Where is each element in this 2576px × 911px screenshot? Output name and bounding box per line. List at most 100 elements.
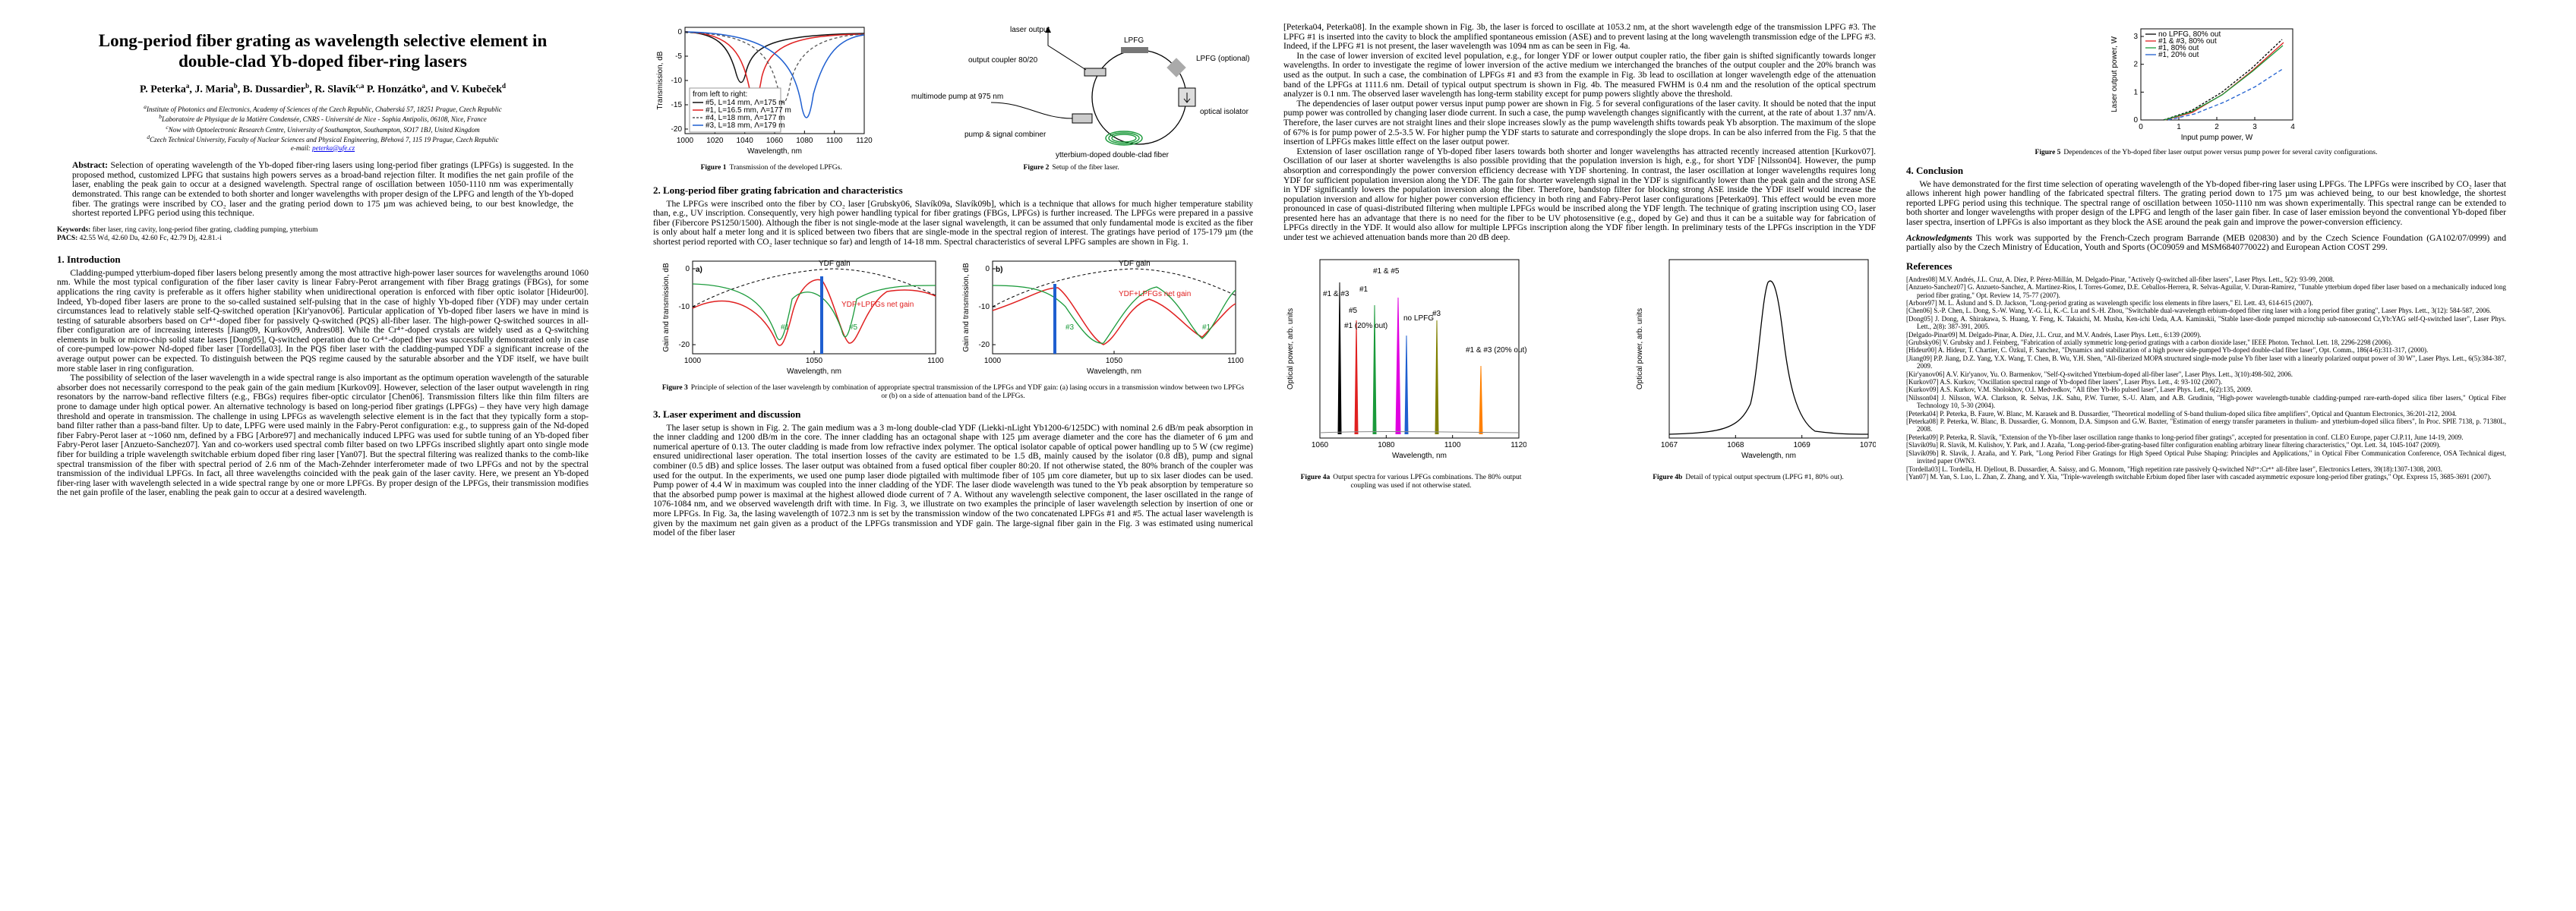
diagram-label: pump & signal combiner bbox=[964, 131, 1046, 139]
annotation: YDF+LPFGs net gain bbox=[841, 301, 914, 309]
reference: [Chen06] S.-P. Chen, L. Dong, S.-W. Wang… bbox=[1906, 307, 2506, 314]
caption-text: Dependences of the Yb-doped fiber laser … bbox=[2063, 148, 2378, 156]
author-affiliation-mark: b bbox=[233, 82, 238, 90]
diagram-label: optical isolator bbox=[1200, 108, 1249, 116]
diagram-label: output coupler 80/20 bbox=[968, 56, 1038, 65]
caption-label: Figure 4a bbox=[1300, 473, 1331, 481]
figure-5-caption: Figure 5 Dependences of the Yb-doped fibe… bbox=[1912, 149, 2500, 157]
affiliation-mark: a bbox=[144, 102, 147, 110]
figure-4: 1060 1080 1100 1120 Wavelength, nm Optical po… bbox=[1283, 252, 1876, 472]
annotation: b) bbox=[996, 266, 1002, 274]
x-axis-label: Wavelength, nm bbox=[1392, 452, 1447, 460]
keywords-line: Keywords: fiber laser, ring cavity, long… bbox=[57, 226, 589, 235]
email-link[interactable]: peterka@ufe.cz bbox=[312, 143, 355, 152]
figure-3b-text: 1000 1050 1100 0 -10 -20 Wavelength, nm Gain an… bbox=[962, 260, 1244, 376]
x-tick-label: 1100 bbox=[1444, 441, 1461, 449]
caption-text: Detail of typical output spectrum (LPFG … bbox=[1685, 473, 1844, 481]
paragraph: The dependencies of laser output power v… bbox=[1283, 98, 1876, 147]
path-shape bbox=[1372, 304, 1377, 434]
reference-key: [Kurkov07] bbox=[1906, 378, 1939, 386]
paper-title: Long-period fiber grating as wavelength … bbox=[98, 31, 548, 71]
y-tick-label: 0 bbox=[2133, 116, 2138, 125]
reference-key: [Kir'yanov06] bbox=[1906, 370, 1945, 378]
reference-text: J. Nilsson, W.A. Clarkson, R. Selvas, J.… bbox=[1917, 393, 2506, 410]
reference-text: M. L. Åslund and S. D. Jackson, "Long-pe… bbox=[1938, 298, 2313, 307]
reference-text: R. Slavík, M. Kulishov, Y. Park, and J. … bbox=[1940, 441, 2441, 449]
caption-label: Figure 2 bbox=[1023, 163, 1050, 172]
pacs-text: 42.55 Wd, 42.60 Da, 42.60 Fc, 42.79 Dj, … bbox=[79, 234, 222, 242]
reference: [Arbore97] M. L. Åslund and S. D. Jackso… bbox=[1906, 299, 2506, 307]
x-tick-label: 4 bbox=[2290, 123, 2295, 131]
author-name: , and V. Kubeček bbox=[425, 84, 503, 96]
section-fabrication: 2. Long-period fiber grating fabrication… bbox=[653, 184, 1253, 247]
caption-text: Principle of selection of the laser wave… bbox=[690, 383, 1245, 400]
y-tick-label: 1 bbox=[2133, 88, 2138, 96]
reference-text: A.S. Kurkov, "Oscillation spectral range… bbox=[1940, 378, 2223, 386]
reference-key: [Delgado-Pinar09] bbox=[1906, 330, 1958, 339]
keywords-text: fiber laser, ring cavity, long-period fi… bbox=[92, 225, 318, 234]
reference-key: [Peterka08] bbox=[1906, 418, 1938, 426]
diagram-label: ytterbium-doped double-clad fiber bbox=[1056, 151, 1170, 159]
annotation: a) bbox=[696, 266, 702, 274]
laser-line bbox=[819, 276, 823, 354]
author-affiliation-mark: d bbox=[502, 82, 507, 90]
reference: [Yan07] M. Yan, S. Luo, L. Zhan, Z. Zhan… bbox=[1906, 473, 2506, 481]
reference-text: M. Yan, S. Luo, L. Zhan, Z. Zhang, and Y… bbox=[1930, 472, 2492, 481]
coupler-element bbox=[1084, 68, 1106, 77]
curve-3 bbox=[684, 31, 865, 118]
y-axis-label: Laser output power, W bbox=[2110, 36, 2119, 112]
figure-4b-text: 1067 1068 1069 1070 Wavelength, nm Optical po… bbox=[1636, 308, 1876, 460]
x-tick-label: 1000 bbox=[677, 137, 694, 145]
x-axis-label: Input pump power, W bbox=[2181, 134, 2253, 142]
author-affiliation-mark: a bbox=[421, 82, 426, 90]
caption-label: Figure 3 bbox=[661, 383, 688, 392]
figure-4a-text: 1060 1080 1100 1120 Wavelength, nm Optical po… bbox=[1286, 267, 1526, 460]
figure-1: 1000 1020 1040 1060 1080 1100 1120 0 -5 -10 -15 -20… bbox=[653, 23, 881, 162]
net-gain-curve bbox=[692, 279, 936, 346]
paragraph: The possibility of selection of the lase… bbox=[57, 373, 589, 498]
y-tick-label: -20 bbox=[978, 341, 990, 349]
x-tick-label: 1070 bbox=[1860, 441, 1876, 449]
reference: [Kurkov09] A.S. Kurkov, V.M. Sholokhov, … bbox=[1906, 386, 2506, 393]
column-2: 1000 1020 1040 1060 1080 1100 1120 0 -5 -10 -15 -20… bbox=[653, 23, 1253, 538]
figure-2-text: laser output output coupler 80/20 LPFG LPFG… bbox=[911, 26, 1250, 159]
path-shape bbox=[1479, 365, 1483, 434]
figure-5-plot: 0 1 2 3 4 0 1 2 3 Input pump power, W Laser output… bbox=[2110, 28, 2295, 142]
reference-key: [Tordella03] bbox=[1906, 465, 1940, 473]
curve-1 bbox=[2164, 45, 2284, 121]
figure-row-1: 1000 1020 1040 1060 1080 1100 1120 0 -5 -10 -15 -20… bbox=[653, 23, 1253, 162]
annotation: #5 bbox=[849, 323, 858, 332]
column-4: 0 1 2 3 4 0 1 2 3 Input pump power, W Laser output… bbox=[1906, 23, 2506, 481]
affiliation-text: Laboratoire de Physique de la Matière Co… bbox=[161, 115, 487, 124]
keywords-label: Keywords: bbox=[57, 225, 91, 234]
reference-text: P. Peterka, B. Faure, W. Blanc, M. Karas… bbox=[1940, 409, 2457, 418]
paragraph: We have demonstrated for the first time … bbox=[1906, 178, 2506, 227]
y-axis-label: Optical power, arb. units bbox=[1636, 308, 1644, 389]
x-tick-label: 1068 bbox=[1727, 441, 1744, 449]
lpfg-transmission-curve bbox=[692, 282, 936, 340]
legend-label: #1, 20% out bbox=[2158, 51, 2199, 59]
reference-key: [Dong05] bbox=[1906, 314, 1933, 323]
x-tick-label: 1100 bbox=[927, 357, 944, 365]
pump-fiber bbox=[990, 102, 1073, 119]
affiliation: dCzech Technical University, Faculty of … bbox=[57, 134, 589, 144]
reference: [Andres08] M.V. Andrés, J.L. Cruz, A. Dí… bbox=[1906, 276, 2506, 283]
y-tick-label: 0 bbox=[985, 265, 990, 273]
paragraph: Extension of laser oscillation range of … bbox=[1283, 146, 1876, 243]
x-tick-label: 1020 bbox=[706, 137, 724, 145]
author-name: P. Peterka bbox=[139, 84, 186, 96]
y-tick-label: 3 bbox=[2133, 33, 2138, 41]
peak-label: #5 bbox=[1349, 307, 1358, 315]
y-axis-label: Optical power, arb. units bbox=[1286, 308, 1295, 389]
acknowledgments-label: Acknowledgments bbox=[1906, 232, 1972, 243]
reference: [Kurkov07] A.S. Kurkov, "Oscillation spe… bbox=[1906, 378, 2506, 386]
diagram-label: LPFG bbox=[1124, 36, 1144, 45]
reference-text: A.S. Kurkov, V.M. Sholokhov, O.I. Medved… bbox=[1940, 386, 2252, 394]
acknowledgments: Acknowledgments This work was supported … bbox=[1906, 232, 2506, 253]
reference-text: A.V. Kir'yanov, Yu. O. Barmenkov, "Self-… bbox=[1946, 370, 2293, 378]
y-tick-label: -15 bbox=[671, 101, 683, 109]
x-axis-label: Wavelength, nm bbox=[1087, 367, 1141, 376]
author-name: , J. Maria bbox=[189, 84, 234, 96]
y-tick-label: -10 bbox=[978, 303, 990, 311]
section-heading: 4. Conclusion bbox=[1906, 164, 1964, 176]
